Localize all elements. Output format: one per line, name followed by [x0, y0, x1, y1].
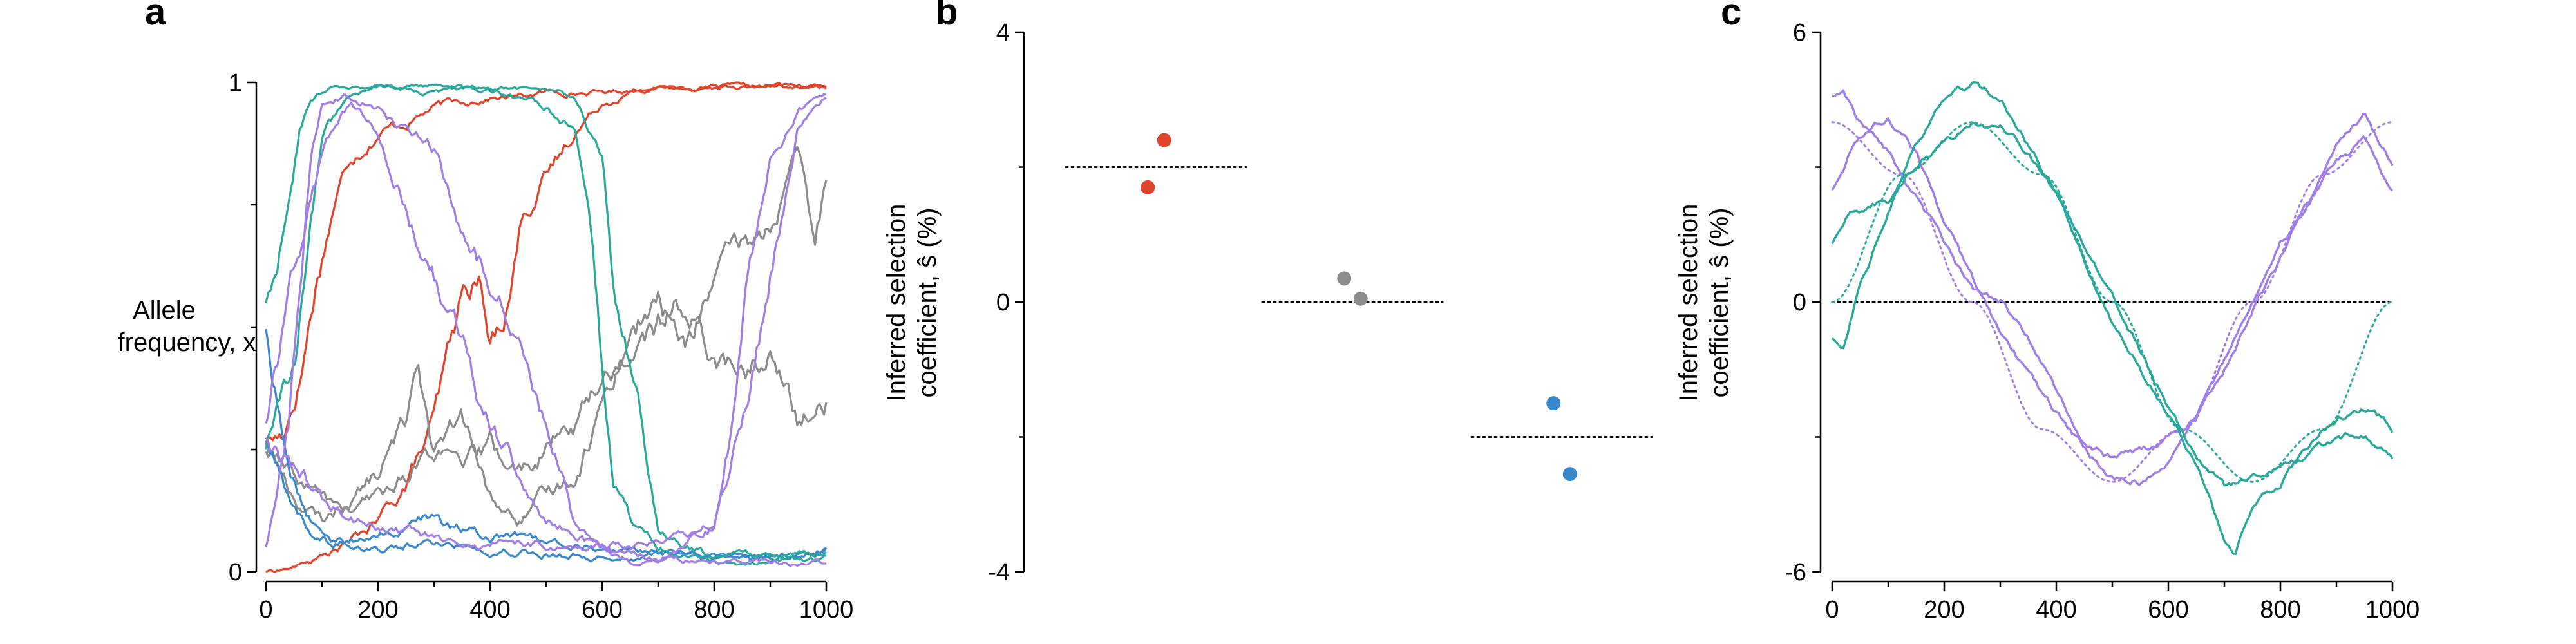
- panel-a-ylabel-line-2: frequency, x: [118, 328, 256, 357]
- panel-c-x-tick-label: 0: [1825, 596, 1839, 623]
- panel-a-x-tick-label: 200: [357, 596, 398, 623]
- panel-a-x-tick-label: 800: [694, 596, 734, 623]
- panel-c-y-tick-label: 6: [1793, 19, 1806, 46]
- panel-a-series-teal-6: [265, 83, 828, 560]
- panel-c-x-tick-label: 600: [2148, 596, 2188, 623]
- panel-a-x-tick-label: 0: [259, 596, 272, 623]
- panel-a-series-red-0: [265, 81, 827, 444]
- panel-a-axes: 0 1 0 200 400 600 800 1000: [229, 70, 853, 623]
- panel-b-ylabel-line-2: coefficient, ŝ (%): [913, 208, 942, 398]
- panel-a-series-teal-7: [265, 83, 827, 566]
- panel-letter-c: c: [1721, 0, 1741, 33]
- panel-a-ylabel-line-1: Allele: [133, 296, 196, 325]
- panel-c-ylabel-line-2: coefficient, ŝ (%): [1705, 208, 1734, 398]
- panel-b-point-blue-0: [1546, 396, 1561, 411]
- panel-a-y-tick-label: 0: [229, 559, 242, 586]
- panel-c-x-tick-label: 400: [2036, 596, 2076, 623]
- panel-c-x-tick-label: 1000: [2365, 596, 2420, 623]
- panel-letter-b: b: [935, 0, 958, 33]
- panel-c-y-tick-label: 0: [1793, 289, 1806, 316]
- panel-b-y-tick-label: 0: [996, 289, 1010, 316]
- panel-a-series-gray-3: [265, 299, 828, 513]
- panel-b-marks: [1065, 133, 1653, 482]
- panel-c-y-tick-label: -6: [1785, 559, 1806, 586]
- panel-a-y-tick-label: 1: [229, 70, 242, 97]
- panel-c-inferred-purple-2: [1832, 89, 2394, 459]
- panel-c-axes: 6 0 -6 0 200 400 600 800 1000: [1785, 19, 2420, 623]
- panel-a-x-tick-label: 400: [469, 596, 510, 623]
- panel-a-series-red-1: [265, 82, 827, 573]
- panel-b-chart: 4 0 -4 Inferred selection coefficient, ŝ (…: [882, 19, 1653, 586]
- panel-a-chart: 0 1 0 200 400 600 800 1000 Allele frequency, x: [118, 70, 854, 623]
- panel-b-y-tick-label: -4: [988, 559, 1010, 586]
- panel-c-true-curve-purple: [1831, 121, 2394, 483]
- panel-c-x-tick-label: 200: [1924, 596, 1964, 623]
- panel-a-series-group: [265, 81, 828, 573]
- panel-a-series-gray-2: [265, 146, 828, 527]
- panel-c-inferred-teal-4: [1831, 80, 2394, 556]
- panel-a-x-tick-label: 600: [582, 596, 622, 623]
- panel-b-point-red-0: [1157, 133, 1171, 147]
- panel-c-inferred-purple-3: [1831, 117, 2394, 486]
- panel-c-ylabel-line-1: Inferred selection: [1674, 204, 1703, 402]
- panel-c-x-tick-label: 800: [2260, 596, 2300, 623]
- panel-b-ylabel: Inferred selection coefficient, ŝ (%): [882, 204, 942, 402]
- panel-c-chart: 6 0 -6 0 200 400 600 800 1000 Inferred selection…: [1674, 19, 2420, 623]
- panel-c-true-curve-teal: [1831, 121, 2394, 483]
- panel-a-series-purple-9: [265, 93, 827, 564]
- panel-a-series-blue-4: [265, 328, 828, 563]
- panel-b-ylabel-line-1: Inferred selection: [882, 204, 911, 402]
- panel-b-point-gray-0: [1337, 271, 1352, 286]
- panel-a-series-purple-8: [265, 93, 826, 567]
- panel-a-x-tick-label: 1000: [799, 596, 854, 623]
- panel-c-inferred-teal-5: [1831, 121, 2394, 487]
- panel-b-point-red-1: [1141, 180, 1155, 194]
- panel-letter-a: a: [145, 0, 166, 33]
- panel-c-series-group: [1831, 80, 2394, 556]
- panel-b-y-tick-label: 4: [996, 19, 1010, 46]
- panel-a-series-blue-5: [265, 440, 827, 561]
- panel-b-axes: 4 0 -4: [988, 19, 1025, 586]
- panel-c-ylabel: Inferred selection coefficient, ŝ (%): [1674, 204, 1734, 402]
- panel-b-point-blue-1: [1562, 467, 1577, 482]
- panel-b-point-gray-1: [1353, 291, 1368, 306]
- panel-a-series-purple-10: [265, 97, 827, 552]
